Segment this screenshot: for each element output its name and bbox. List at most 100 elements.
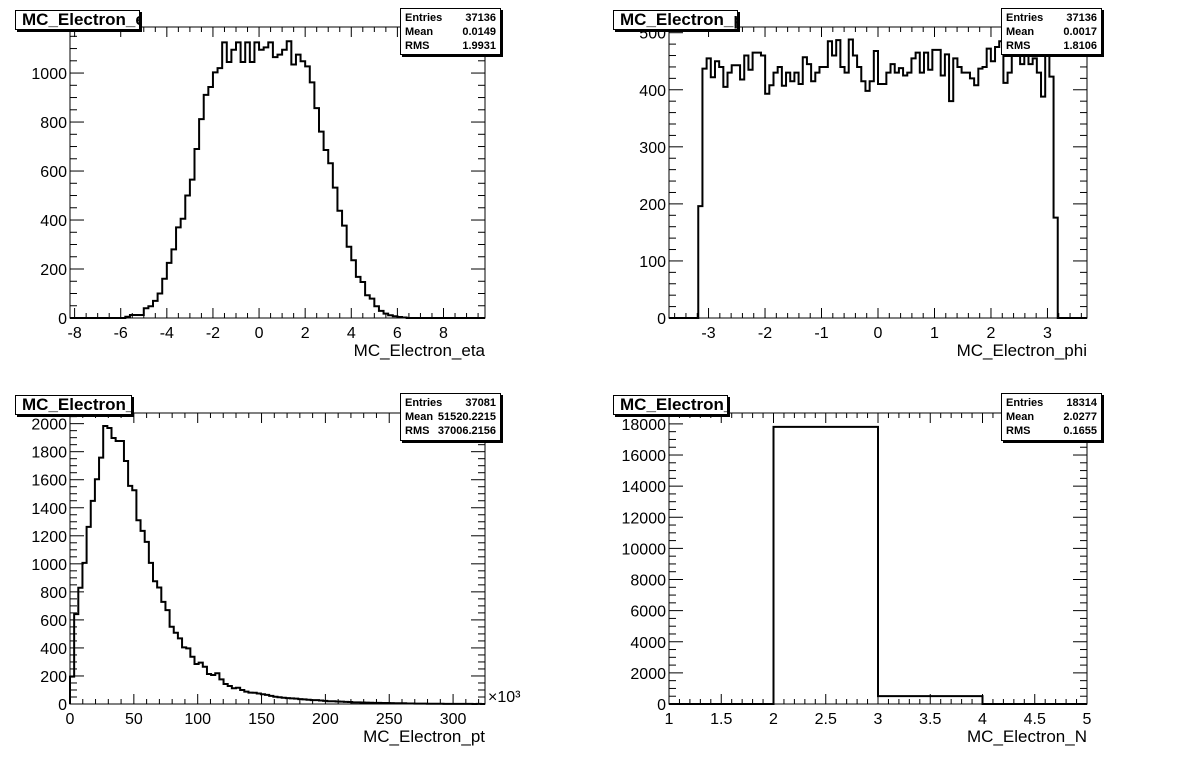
x-axis-title: MC_Electron_N bbox=[967, 727, 1087, 746]
histogram-bin bbox=[728, 73, 732, 318]
histogram-bin bbox=[213, 72, 218, 318]
histogram-bin bbox=[319, 132, 324, 318]
histogram-bin bbox=[840, 67, 844, 318]
x-axis-multiplier: ×10³ bbox=[488, 689, 521, 706]
histogram-bin bbox=[1003, 83, 1007, 318]
stats-value: 0.0017 bbox=[1063, 26, 1097, 38]
histogram-bin bbox=[204, 95, 209, 318]
histogram-bin bbox=[241, 62, 246, 318]
histogram-bin bbox=[753, 53, 757, 318]
x-tick-label: 300 bbox=[440, 711, 467, 728]
histogram-bin bbox=[891, 64, 895, 318]
histogram-panel-MC_Electron_phi: -3 -2 -1 0 1 2 30100200300400500MC_Electron_ph… bbox=[639, 26, 1088, 360]
histogram-bin bbox=[811, 81, 815, 318]
histogram-bin bbox=[715, 61, 719, 318]
histogram-bin bbox=[145, 542, 149, 704]
y-tick-label: 1400 bbox=[31, 501, 67, 518]
histogram-title: MC_Electron_N bbox=[613, 395, 728, 415]
histogram-bin bbox=[291, 64, 296, 318]
histogram-bin bbox=[181, 219, 186, 318]
histogram-bin bbox=[974, 85, 978, 318]
histogram-bin bbox=[916, 53, 920, 318]
stats-row-rms: RMS 37006.2156 bbox=[405, 424, 496, 438]
histogram-bin bbox=[845, 73, 849, 318]
stats-value: 37081 bbox=[465, 397, 496, 409]
histogram-bin bbox=[1020, 64, 1024, 318]
histogram-bin bbox=[719, 67, 723, 318]
stats-row-entries: Entries 18314 bbox=[1006, 396, 1097, 410]
histogram-bin bbox=[149, 563, 153, 704]
x-tick-label: 150 bbox=[248, 711, 275, 728]
histogram-bin bbox=[774, 427, 879, 704]
histogram-bin bbox=[790, 81, 794, 318]
stats-value: 0.0149 bbox=[462, 26, 496, 38]
histogram-bin bbox=[819, 67, 823, 318]
stats-row-entries: Entries 37136 bbox=[1006, 11, 1097, 25]
stats-row-mean: Mean 0.0017 bbox=[1006, 25, 1097, 39]
stats-label: RMS bbox=[405, 40, 430, 52]
histogram-bin bbox=[899, 68, 903, 318]
x-tick-label: 4 bbox=[978, 711, 987, 728]
histogram-bin bbox=[222, 42, 227, 318]
histogram-bin bbox=[966, 73, 970, 318]
histogram-bin bbox=[305, 66, 310, 318]
histogram-bin bbox=[861, 81, 865, 318]
histogram-bin bbox=[778, 67, 782, 318]
y-tick-label: 2000 bbox=[31, 417, 67, 434]
plot-frame bbox=[69, 412, 486, 705]
x-tick-label: 2 bbox=[769, 711, 778, 728]
stats-value: 1.9931 bbox=[462, 40, 496, 52]
histogram-bin bbox=[141, 531, 145, 704]
y-tick-label: 1800 bbox=[31, 445, 67, 462]
stats-box: Entries 37136 Mean 0.0149 RMS 1.9931 bbox=[400, 8, 501, 55]
histogram-bin bbox=[932, 50, 936, 318]
stats-label: Entries bbox=[1006, 397, 1044, 409]
histogram-bin bbox=[757, 53, 761, 318]
histogram-outline bbox=[669, 38, 1087, 319]
x-tick-label: 250 bbox=[376, 711, 403, 728]
histogram-bin bbox=[857, 67, 861, 318]
histogram-bin bbox=[254, 42, 259, 318]
histogram-bin bbox=[957, 67, 961, 318]
histogram-bin bbox=[895, 73, 899, 318]
x-tick-label: -2 bbox=[206, 325, 220, 342]
x-axis-title: MC_Electron_pt bbox=[363, 727, 485, 746]
histogram-bin bbox=[707, 58, 711, 318]
histogram-outline bbox=[70, 40, 485, 319]
x-tick-label: -6 bbox=[114, 325, 128, 342]
stats-row-entries: Entries 37081 bbox=[405, 396, 496, 410]
stats-value: 2.0277 bbox=[1063, 411, 1097, 423]
histogram-bin bbox=[941, 76, 945, 319]
histogram-bin bbox=[824, 67, 828, 318]
y-tick-label: 6000 bbox=[630, 604, 666, 621]
y-tick-label: 1200 bbox=[31, 529, 67, 546]
histogram-bin bbox=[748, 70, 752, 318]
stats-label: Mean bbox=[1006, 411, 1035, 423]
histogram-bin bbox=[120, 441, 124, 704]
stats-value: 37136 bbox=[465, 12, 496, 24]
x-tick-label: 0 bbox=[874, 325, 883, 342]
histogram-bin bbox=[211, 675, 215, 704]
y-tick-label: 200 bbox=[40, 669, 67, 686]
histogram-bin bbox=[937, 50, 941, 318]
histogram-bin bbox=[828, 41, 832, 318]
histogram-bin bbox=[949, 101, 953, 318]
histogram-bin bbox=[987, 49, 991, 318]
histogram-bin bbox=[978, 69, 982, 318]
histogram-bin bbox=[356, 277, 361, 318]
stats-row-entries: Entries 37136 bbox=[405, 11, 496, 25]
histogram-bin bbox=[287, 41, 292, 318]
histogram-bin bbox=[853, 56, 857, 318]
histogram-bin bbox=[128, 486, 132, 704]
y-tick-label: 1000 bbox=[31, 66, 67, 83]
y-tick-label: 400 bbox=[639, 83, 666, 100]
histogram-bin bbox=[732, 65, 736, 318]
histogram-bin bbox=[970, 78, 974, 318]
histogram-bin bbox=[124, 461, 128, 704]
histogram-bin bbox=[769, 85, 773, 318]
histogram-panel-MC_Electron_eta: -8 -6 -4 -2 0 2 4 6 8 0 200 400 600 800 1000 MC_Electro… bbox=[31, 26, 486, 360]
stats-label: Entries bbox=[405, 397, 443, 409]
histogram-bin bbox=[786, 73, 790, 318]
histogram-bin bbox=[870, 81, 874, 318]
x-tick-label: 100 bbox=[184, 711, 211, 728]
